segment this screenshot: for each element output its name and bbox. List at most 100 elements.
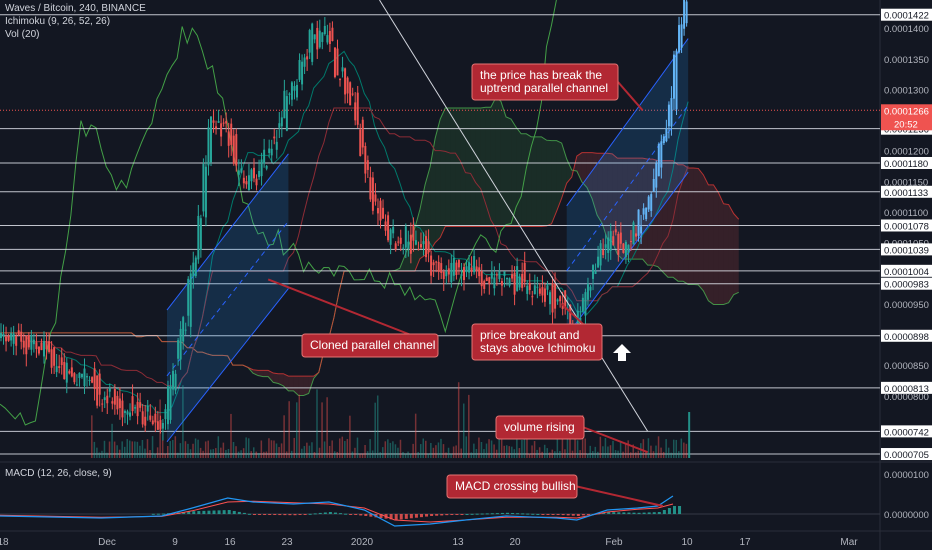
candle-body — [209, 116, 212, 163]
volume-bar — [559, 450, 561, 458]
cloud-segment — [622, 158, 628, 260]
macd-histogram-bar — [551, 514, 555, 515]
volume-bar — [240, 450, 242, 458]
volume-bar — [574, 438, 576, 458]
macd-histogram-bar — [364, 514, 368, 516]
time-axis-label: 13 — [452, 537, 464, 548]
cloud-segment — [435, 119, 441, 243]
macd-histogram-bar — [450, 514, 454, 515]
candle-body — [212, 120, 215, 123]
cloud-segment — [475, 108, 481, 227]
macd-histogram-bar — [435, 514, 439, 516]
candle-body — [146, 405, 149, 412]
volume-bar — [462, 403, 465, 458]
volume-bar — [566, 422, 569, 458]
macd-histogram-bar — [521, 513, 525, 515]
candle-body — [369, 177, 372, 200]
macd-histogram-bar — [581, 514, 585, 516]
volume-bar — [455, 445, 457, 458]
downtrend-line — [379, 0, 649, 432]
cloud-segment — [607, 153, 613, 242]
cloud-segment — [541, 136, 547, 227]
candle-body — [48, 341, 51, 352]
volume-bar — [354, 447, 356, 458]
volume-bar — [250, 451, 252, 458]
volume-bar — [402, 451, 404, 458]
volume-bar — [366, 451, 369, 458]
volume-bar — [192, 443, 194, 458]
candle-body — [488, 277, 491, 285]
volume-bar — [328, 445, 331, 458]
macd-histogram-bar — [389, 514, 393, 520]
volume-bar — [146, 439, 149, 458]
candle-body — [321, 32, 324, 42]
volume-bar — [311, 442, 313, 458]
candle-body — [675, 50, 678, 110]
candle-body — [22, 340, 25, 348]
volume-bar — [627, 440, 629, 458]
volume-bar — [589, 445, 591, 458]
price-axis-label: 0.0000742 — [884, 427, 929, 438]
volume-bar — [513, 449, 516, 458]
candle-body — [260, 159, 263, 177]
candle-body — [280, 117, 283, 127]
candle-body — [569, 304, 572, 326]
candle-body — [288, 93, 291, 95]
cloud-segment — [708, 184, 714, 305]
volume-bar — [387, 439, 389, 458]
volume-bar — [500, 439, 503, 458]
volume-bar — [551, 449, 554, 458]
volume-bar — [473, 443, 475, 458]
cloned-channel-callout: Cloned parallel channel — [267, 278, 439, 358]
volume-bar — [660, 447, 662, 458]
candle-body — [113, 389, 116, 405]
candle-body — [149, 415, 152, 420]
volume-bar — [526, 439, 528, 458]
volume-bar — [632, 444, 634, 458]
macd-histogram-bar — [242, 512, 246, 514]
volume-bar — [273, 440, 275, 458]
macd-histogram-bar — [657, 512, 661, 514]
price-axis-label: 0.0000705 — [884, 450, 929, 461]
volume-bar — [121, 441, 123, 458]
candle-body — [543, 288, 546, 302]
candle-body — [80, 373, 83, 378]
macd-histogram-bar — [278, 514, 282, 516]
volume-callout-box — [495, 415, 585, 440]
candle-body — [331, 27, 334, 41]
volume-bar — [161, 440, 164, 458]
volume-bar-spike — [688, 412, 691, 458]
cloud-segment — [455, 108, 461, 227]
volume-bar — [468, 394, 470, 458]
macd-histogram-bar — [607, 512, 611, 514]
volume-bar — [374, 402, 376, 458]
candle-body — [417, 249, 420, 251]
volume-bar — [475, 449, 478, 458]
ichimoku-legend: Ichimoku (9, 26, 52, 26) — [5, 16, 111, 27]
cloud-segment — [546, 140, 552, 226]
cloud-segment — [273, 373, 279, 384]
candle-body — [316, 27, 319, 50]
cloud-segment — [303, 376, 309, 396]
candle-body — [627, 244, 630, 254]
macd-histogram-bar — [672, 506, 676, 514]
candle-body — [526, 285, 529, 294]
volume-bar — [184, 441, 187, 458]
volume-bar — [318, 447, 321, 458]
cloud-segment — [288, 376, 294, 391]
volume-bar — [237, 451, 240, 458]
macd-histogram-bar — [207, 510, 211, 514]
volume-bar — [569, 437, 571, 458]
candle-body — [589, 286, 592, 291]
candle-body — [187, 278, 190, 316]
time-axis-label: 17 — [739, 537, 751, 548]
macd-histogram-bar — [511, 513, 515, 514]
volume-bar — [470, 452, 473, 458]
candle-body — [270, 148, 273, 156]
time-axis-label: 16 — [224, 537, 236, 548]
candle-body — [263, 149, 266, 164]
candle-body — [437, 261, 440, 272]
macd-callout-text: MACD crossing bullish — [455, 479, 576, 493]
